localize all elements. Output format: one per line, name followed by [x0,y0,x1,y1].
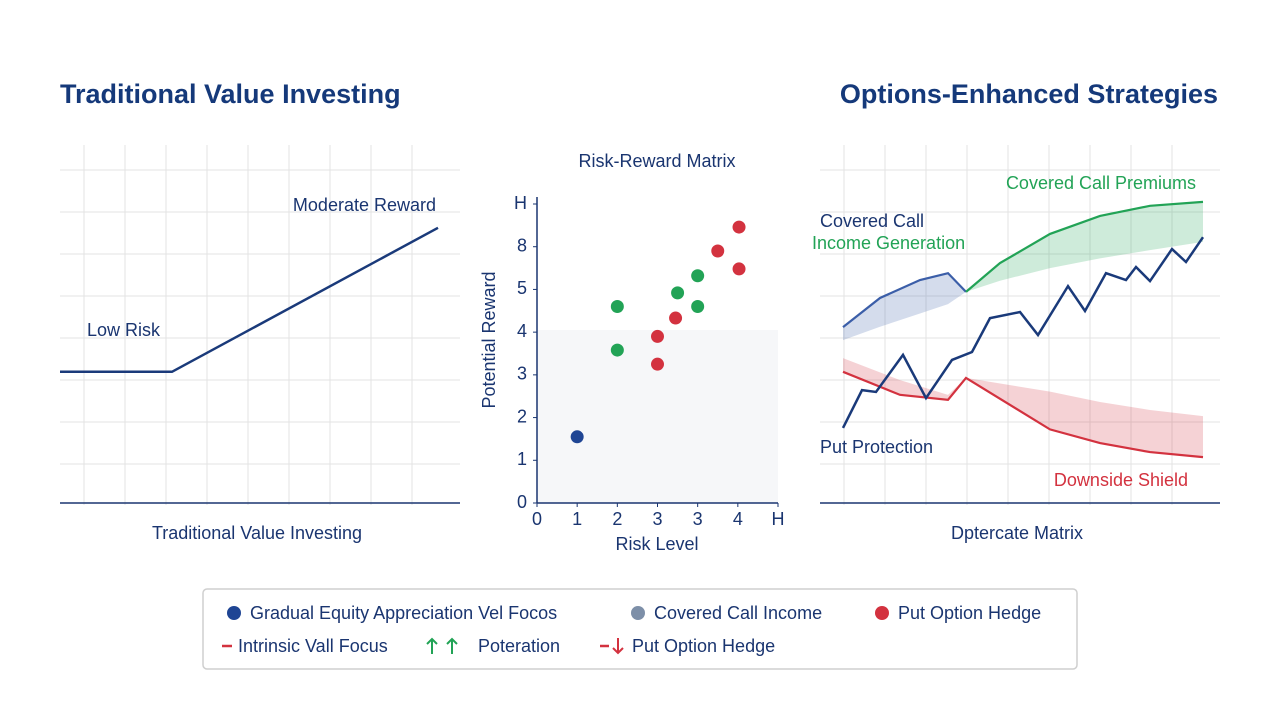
legend-label: Intrinsic Vall Focus [238,636,388,656]
left-heading: Traditional Value Investing [60,79,401,109]
scatter-point [691,269,705,283]
legend-label: Gradual Equity Appreciation Vel Focos [250,603,557,623]
legend-marker [612,638,624,655]
y-tick-label: 0 [517,492,527,512]
x-tick-label: 0 [532,509,542,529]
y-tick-label: 1 [517,449,527,469]
plot-shade [537,330,778,503]
x-tick-label: 3 [693,509,703,529]
legend-marker [227,606,241,620]
legend-marker [446,637,458,654]
legend-marker [631,606,645,620]
scatter-point [610,343,624,357]
y-tick-label: 4 [517,321,527,341]
band-edge [965,200,1204,293]
legend-label: Poteration [478,636,560,656]
y-axis-label: Potential Reward [479,271,499,408]
y-tick-label: 3 [517,364,527,384]
scatter-point [671,286,685,300]
band-edge [842,370,1204,459]
x-tick-label: 1 [572,509,582,529]
y-tick-label: 5 [517,278,527,298]
annotation: Put Protection [820,437,933,457]
price-line [841,236,1205,429]
legend-label: Put Option Hedge [632,636,775,656]
band [843,358,1203,458]
scatter-point [610,300,624,314]
annotation: Income Generation [812,233,965,253]
scatter-point [711,244,725,258]
legend-box [202,588,1078,670]
scatter-point [732,262,746,276]
y-tick-label: H [514,193,527,213]
trend-line [60,226,439,374]
y-tick-label: 2 [517,406,527,426]
scatter-point [669,311,683,325]
scatter-point [691,300,705,314]
scatter-point [732,220,746,234]
x-tick-label: 4 [733,509,743,529]
y-tick-label: 8 [517,235,527,255]
annotation: Downside Shield [1054,470,1188,490]
x-tick-label: 2 [612,509,622,529]
scatter-point [651,357,664,371]
matrix-title: Risk-Reward Matrix [578,151,735,171]
legend-marker [875,606,889,620]
x-axis-label: Dptercate Matrix [951,523,1083,543]
legend-marker [426,637,438,654]
band [843,273,966,341]
annotation: Covered Call [820,211,924,231]
right-heading: Options-Enhanced Strategies [840,79,1218,109]
scatter-point [570,430,584,444]
x-tick-label: 3 [652,509,662,529]
x-axis-label: Traditional Value Investing [152,523,362,543]
legend-label: Put Option Hedge [898,603,1041,623]
band [966,201,1203,292]
annotation: Covered Call Premiums [1006,173,1196,193]
annotation: Moderate Reward [293,195,436,215]
x-tick-label: H [772,509,785,529]
band-edge [842,271,967,329]
annotation: Low Risk [87,320,161,340]
legend-label: Covered Call Income [654,603,822,623]
scatter-point [651,329,664,343]
x-axis-label: Risk Level [615,534,698,554]
